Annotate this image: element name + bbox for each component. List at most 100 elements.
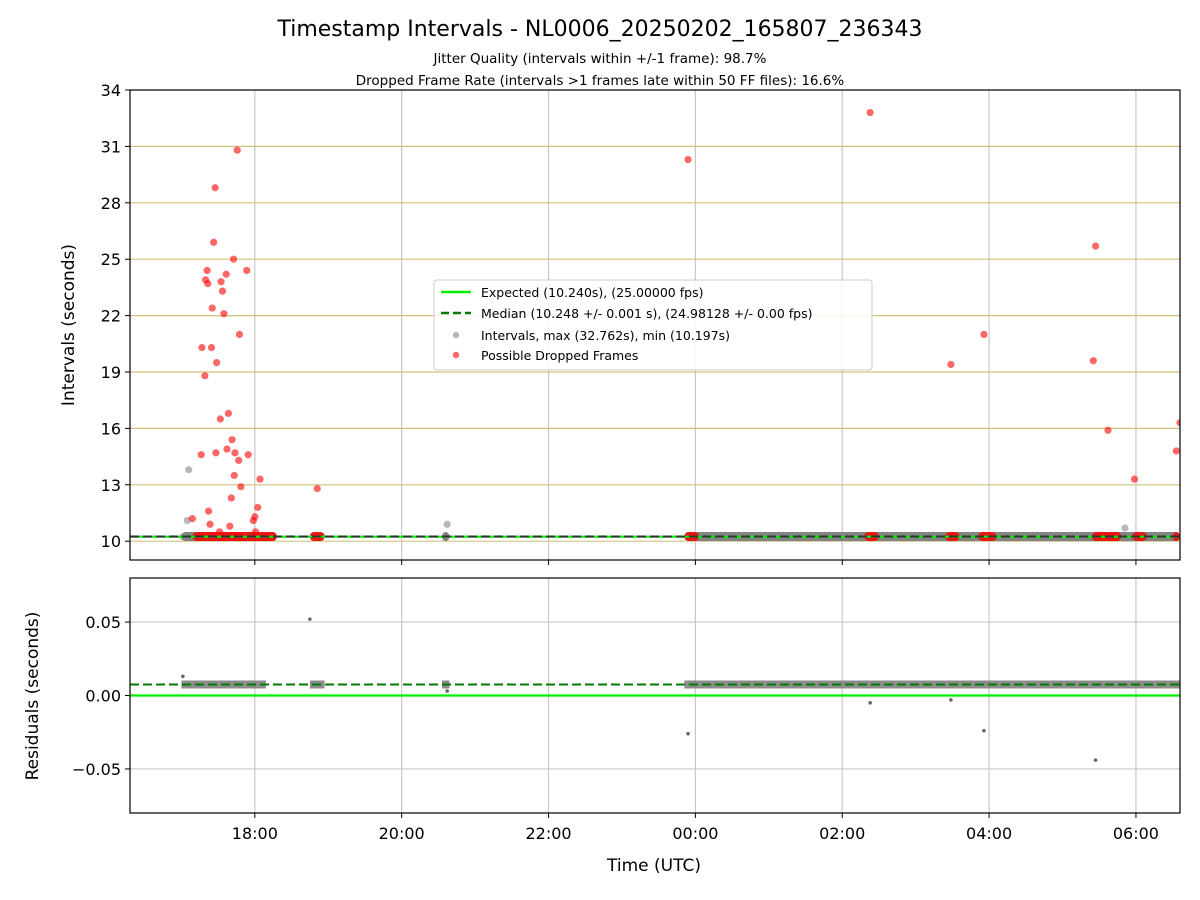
y-tick-label: 31 — [101, 137, 121, 156]
dropped-frame-point — [198, 343, 206, 352]
residual-point — [868, 701, 872, 705]
dropped-frame-point — [233, 146, 241, 154]
interval-point — [1121, 524, 1129, 532]
y-tick-label: 13 — [101, 476, 121, 495]
x-tick-label: 18:00 — [232, 824, 278, 843]
dropped-frame-rate-subtitle: Dropped Frame Rate (intervals >1 frames … — [356, 73, 845, 89]
dropped-frame-point — [220, 310, 228, 318]
legend-dropped-label: Possible Dropped Frames — [481, 348, 638, 363]
dropped-frame-point — [947, 360, 955, 369]
dropped-frame-point — [1091, 242, 1100, 250]
dropped-frame-point — [222, 270, 230, 278]
dropped-frame-point — [207, 343, 216, 352]
residual-band — [684, 680, 1180, 689]
y-tick-label: 16 — [101, 419, 121, 438]
y-tick-label: 28 — [101, 194, 121, 213]
x-tick-label: 04:00 — [966, 824, 1012, 843]
dropped-frame-point — [213, 359, 221, 367]
dropped-frame-point — [217, 278, 225, 286]
legend: Expected (10.240s), (25.00000 fps) Media… — [433, 279, 873, 371]
dropped-frame-point — [201, 372, 209, 380]
dropped-frame-point — [204, 280, 212, 288]
residual-point — [181, 674, 185, 679]
x-tick-label: 02:00 — [819, 824, 865, 843]
dropped-frame-point — [231, 449, 239, 457]
y-tick-label: 10 — [101, 532, 121, 551]
y-tick-label: 22 — [101, 307, 121, 326]
dropped-frame-point — [1130, 475, 1139, 483]
dropped-frame-point — [243, 266, 251, 275]
chart-title: Timestamp Intervals - NL0006_20250202_16… — [276, 17, 922, 42]
y-tick-label: 25 — [101, 250, 121, 269]
dropped-frame-point — [684, 155, 692, 164]
dropped-frame-point — [980, 330, 988, 338]
residual-point — [308, 617, 312, 621]
interval-point — [443, 520, 451, 528]
dropped-frame-point — [866, 108, 874, 117]
legend-median-label: Median (10.248 +/- 0.001 s), (24.98128 +… — [481, 306, 812, 321]
bottom-y-axis-label: Residuals (seconds) — [23, 612, 43, 781]
dropped-frame-point — [228, 436, 236, 444]
y-tick-label: 0.05 — [85, 613, 121, 632]
y-tick-label: −0.05 — [72, 760, 121, 779]
residual-point — [949, 698, 953, 702]
x-tick-label: 00:00 — [672, 824, 718, 843]
dropped-frame-point — [218, 287, 227, 295]
residual-point — [686, 731, 690, 736]
top-y-axis-label: Intervals (seconds) — [59, 244, 79, 406]
y-tick-label: 34 — [101, 81, 121, 100]
jitter-quality-subtitle: Jitter Quality (intervals within +/-1 fr… — [433, 51, 767, 67]
panel-plot-area — [130, 578, 1180, 813]
dropped-frame-point — [210, 238, 218, 246]
dropped-frame-point — [215, 528, 224, 536]
dropped-frame-point — [203, 266, 211, 275]
x-tick-label: 20:00 — [379, 824, 425, 843]
dropped-frame-point — [254, 503, 262, 511]
dropped-frame-point — [1104, 426, 1112, 434]
dropped-frame-point — [251, 528, 260, 536]
panel-frame — [129, 89, 1181, 561]
dropped-frame-point — [237, 483, 245, 491]
dropped-frame-point — [1176, 419, 1180, 427]
residual-point — [445, 689, 450, 693]
dropped-frame-point — [208, 304, 216, 312]
dropped-frame-point — [188, 515, 197, 523]
dropped-frame-point — [256, 475, 264, 483]
dropped-frame-point — [227, 494, 235, 502]
y-tick-label: 0.00 — [85, 687, 121, 706]
x-tick-label: 22:00 — [525, 824, 571, 843]
dropped-frame-point — [224, 409, 232, 417]
dropped-frame-point — [206, 520, 214, 528]
x-tick-label: 06:00 — [1113, 824, 1159, 843]
legend-box — [433, 279, 873, 371]
legend-intervals-swatch — [452, 331, 460, 339]
intervals-panel: 10 13 16 19 22 25 28 31 34 — [101, 81, 1181, 565]
x-axis-label: Time (UTC) — [606, 856, 701, 876]
dropped-frame-point — [1089, 357, 1097, 365]
legend-dropped-swatch — [452, 351, 460, 359]
chart-titles: Timestamp Intervals - NL0006_20250202_16… — [276, 17, 922, 89]
dropped-frame-point — [226, 522, 234, 530]
dropped-frame-point — [235, 330, 244, 338]
dropped-frame-point — [216, 415, 224, 423]
dropped-frame-point — [251, 513, 259, 521]
dropped-frame-point — [313, 484, 321, 493]
y-tick-label: 19 — [101, 363, 121, 382]
panel-frame — [129, 577, 1181, 814]
panel-plot-area — [130, 90, 1180, 560]
dropped-frame-point — [230, 471, 238, 479]
dropped-frame-point — [1172, 447, 1180, 455]
legend-expected-label: Expected (10.240s), (25.00000 fps) — [481, 285, 703, 300]
dropped-frame-point — [212, 449, 220, 457]
dropped-frame-point — [197, 451, 205, 459]
legend-intervals-label: Intervals, max (32.762s), min (10.197s) — [481, 328, 730, 343]
dropped-frame-point — [223, 445, 231, 453]
dropped-frame-point — [211, 184, 219, 192]
dropped-frame-point — [235, 456, 243, 464]
residual-point — [982, 728, 986, 733]
dropped-frame-point — [244, 451, 252, 459]
dropped-frame-point — [229, 255, 238, 263]
residuals-panel: 18:00 20:00 22:00 00:00 02:00 04:00 06:00 0.05 0… — [72, 577, 1181, 843]
dropped-frame-point — [204, 507, 213, 515]
